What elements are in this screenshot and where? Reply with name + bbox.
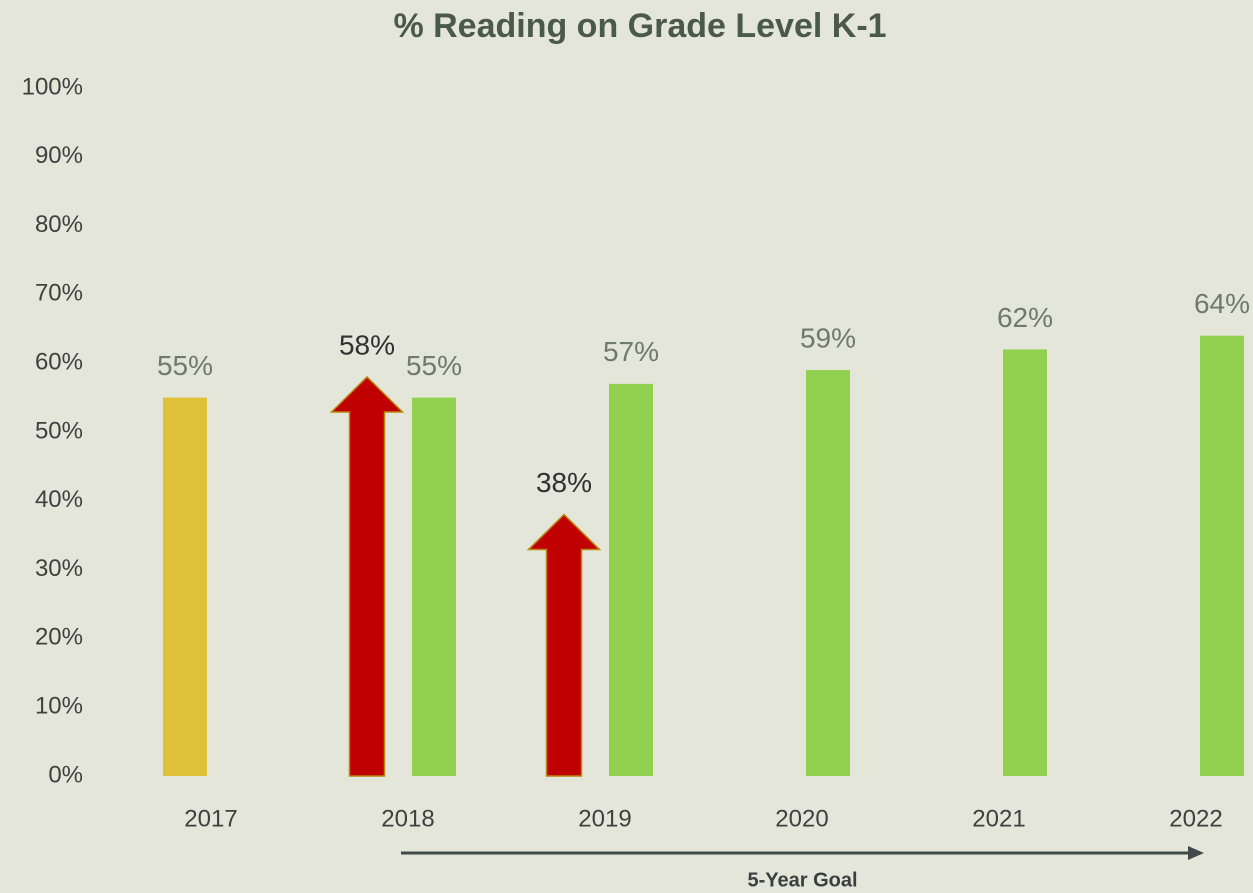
x-tick-label: 2020 [775,805,828,832]
y-tick-label: 30% [35,555,83,582]
x-tick-label: 2022 [1169,805,1222,832]
goal-label: 5-Year Goal [747,869,857,891]
y-tick-label: 10% [35,693,83,720]
data-label: 38% [536,467,592,498]
x-tick-label: 2018 [381,805,434,832]
data-label: 64% [1194,288,1250,319]
bar [163,397,207,776]
bar [1200,335,1244,776]
bar [1003,349,1047,776]
y-tick-label: 50% [35,417,83,444]
y-tick-label: 60% [35,349,83,376]
goal-arrow-head [1188,846,1204,860]
y-tick-label: 40% [35,486,83,513]
y-tick-label: 20% [35,624,83,651]
arrow [526,513,602,777]
bar [609,383,653,776]
data-label: 55% [157,350,213,381]
data-label: 58% [339,329,395,360]
x-tick-label: 2019 [578,805,631,832]
y-tick-label: 0% [48,761,83,788]
bar [412,397,456,776]
y-tick-label: 70% [35,280,83,307]
bar [806,370,850,776]
arrow [329,375,405,777]
data-label: 55% [406,350,462,381]
y-tick-label: 80% [35,211,83,238]
y-tick-label: 100% [22,73,83,100]
data-label: 59% [800,322,856,353]
data-label: 57% [603,336,659,367]
data-label: 62% [997,302,1053,333]
x-tick-label: 2017 [184,805,237,832]
chart-title: % Reading on Grade Level K-1 [393,7,886,45]
x-tick-label: 2021 [972,805,1025,832]
y-tick-label: 90% [35,142,83,169]
